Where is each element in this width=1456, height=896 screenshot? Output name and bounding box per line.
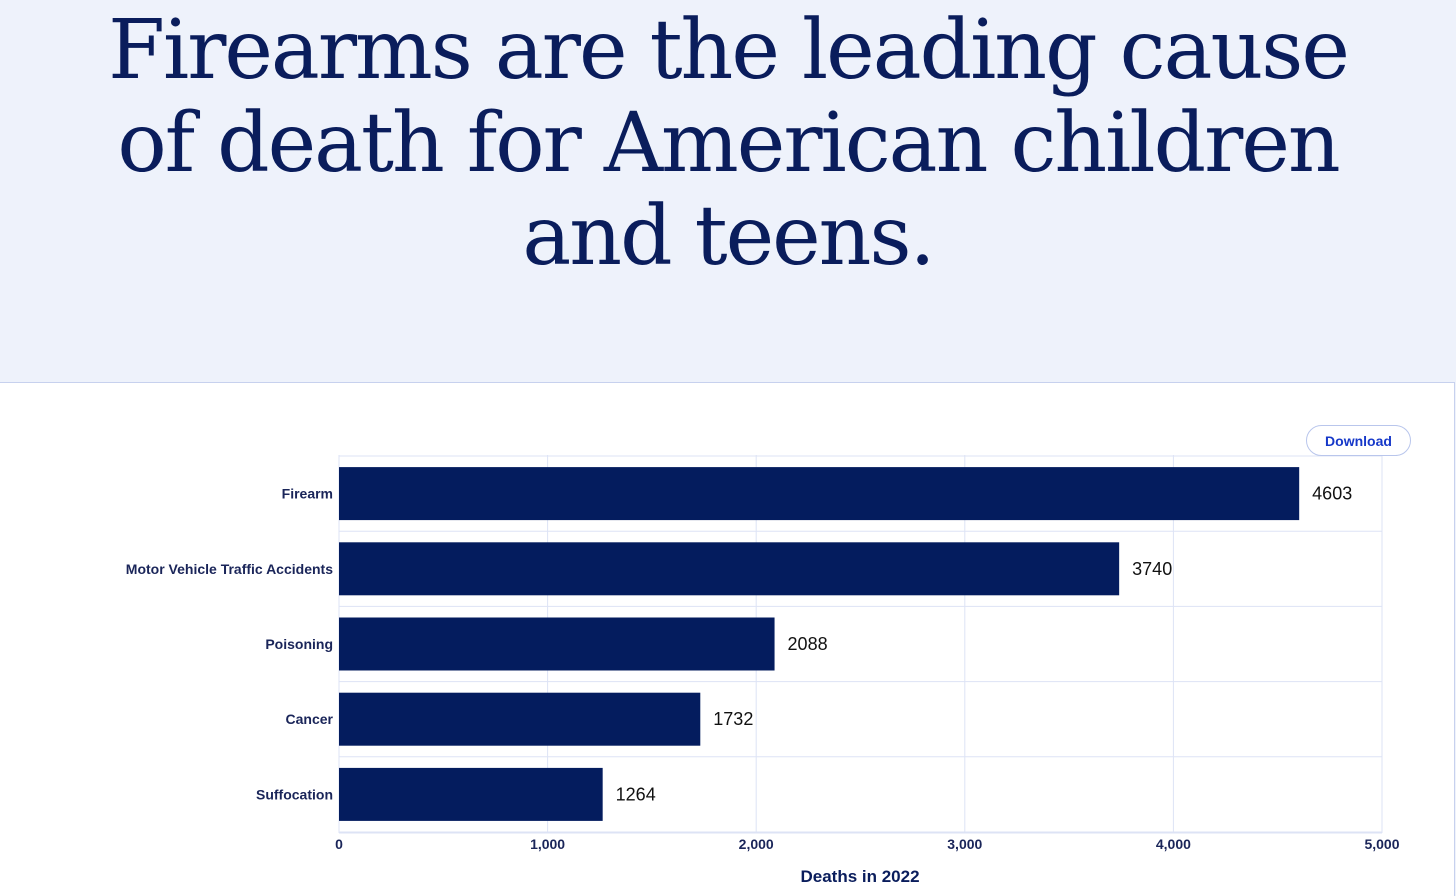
x-tick-label: 2,000 [739,836,774,852]
x-tick-label: 1,000 [530,836,565,852]
bar-firearm[interactable] [339,467,1300,521]
category-label: Motor Vehicle Traffic Accidents [126,561,333,577]
headline-banner: Firearms are the leading cause of death … [0,0,1456,382]
data-label: 2088 [788,634,828,654]
chart-category-labels: Firearm Motor Vehicle Traffic Accidents Po… [126,486,334,803]
chart-bars [339,467,1300,821]
bar-suffocation[interactable] [339,767,603,821]
data-label: 4603 [1312,484,1352,504]
chart-data-labels: 4603 3740 2088 1732 1264 [616,484,1353,805]
category-label: Suffocation [256,786,333,802]
bar-cancer[interactable] [339,692,701,746]
data-label: 1732 [713,709,753,729]
data-label: 1264 [616,784,656,804]
chart-x-tick-labels: 0 1,000 2,000 3,000 4,000 5,000 [335,836,1400,852]
category-label: Firearm [282,486,333,502]
x-tick-label: 0 [335,836,343,852]
page-title-line-1: Firearms are the leading cause [108,3,1350,98]
x-axis-title: Deaths in 2022 [800,867,919,886]
page-title: Firearms are the leading cause of death … [90,4,1366,283]
bar-motor-vehicle-traffic-accidents[interactable] [339,542,1120,596]
bar-poisoning[interactable] [339,617,775,671]
x-tick-label: 4,000 [1156,836,1191,852]
x-tick-label: 3,000 [947,836,982,852]
page-title-line-3: and teens. [522,189,935,284]
download-button[interactable]: Download [1306,425,1411,456]
page-title-line-2: of death for American children [117,96,1340,191]
x-tick-label: 5,000 [1364,836,1399,852]
data-label: 3740 [1132,559,1172,579]
category-label: Cancer [286,711,334,727]
category-label: Poisoning [265,636,333,652]
